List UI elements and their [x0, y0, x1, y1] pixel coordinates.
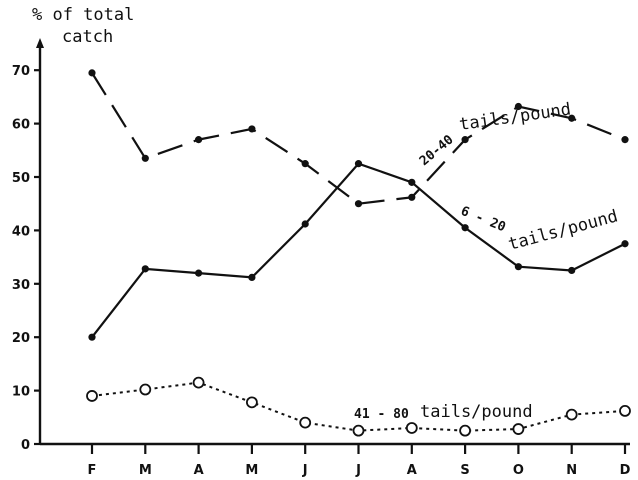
data-point	[568, 114, 576, 122]
data-point	[141, 154, 149, 162]
series-labels: 20-40 tails/pound 6 - 20 tails/pound 41 …	[354, 99, 620, 422]
series-label-41-80: 41 - 80	[354, 407, 409, 422]
y-tick-label: 70	[12, 64, 30, 79]
data-point	[301, 220, 309, 228]
axes: 0 10 20 30 40 50 60 70 F M A M J J A S O N D	[12, 38, 631, 478]
y-tick-label: 20	[12, 331, 30, 346]
data-point	[408, 178, 416, 186]
data-point	[248, 273, 256, 281]
y-axis-arrow	[36, 38, 44, 48]
data-point	[514, 102, 523, 111]
data-point	[299, 416, 312, 429]
series-layer	[86, 69, 631, 437]
data-point	[568, 266, 576, 275]
series-line-1	[91, 162, 626, 338]
data-point	[621, 136, 629, 144]
y-tick-label: 40	[12, 224, 30, 239]
data-point	[86, 390, 98, 402]
x-tick-label: D	[620, 463, 631, 478]
data-point	[619, 404, 631, 417]
series-line-0	[91, 72, 626, 205]
y-tick-label: 30	[12, 278, 30, 293]
data-point	[245, 396, 258, 409]
y-axis-title-line2: catch	[62, 27, 113, 47]
data-point	[141, 265, 149, 273]
data-point	[514, 263, 523, 271]
x-tick-label: A	[407, 463, 417, 478]
series-label-6-20-text: tails/pound	[506, 206, 620, 254]
data-point	[195, 269, 203, 277]
y-tick-label: 50	[12, 171, 30, 186]
data-point	[354, 160, 363, 168]
data-point	[405, 422, 418, 434]
data-point	[301, 160, 309, 168]
data-point	[461, 224, 469, 232]
y-axis-title-line1: % of total	[32, 5, 134, 25]
x-tick-label: S	[460, 463, 469, 478]
series-label-41-80-text: tails/pound	[420, 402, 533, 422]
data-point	[248, 125, 256, 133]
data-point	[88, 333, 96, 341]
x-tick-label: J	[302, 463, 308, 478]
data-point	[352, 424, 365, 437]
y-axis-title: % of total catch	[32, 5, 134, 47]
data-point	[139, 383, 152, 396]
x-tick-label: N	[566, 463, 577, 478]
y-tick-label: 60	[12, 118, 30, 133]
x-tick-label: M	[139, 463, 152, 478]
x-tick-label: M	[245, 463, 258, 478]
x-tick-label: O	[513, 463, 524, 478]
x-tick-label: F	[88, 463, 97, 478]
data-point	[88, 69, 96, 77]
data-point	[565, 408, 578, 421]
x-tick-label: J	[355, 463, 361, 478]
series-label-20-40-text: tails/pound	[458, 99, 572, 134]
data-point	[354, 200, 363, 208]
data-point	[195, 136, 203, 144]
series-label-20-40: 20-40	[417, 132, 457, 169]
data-point	[621, 240, 629, 248]
data-point	[408, 193, 416, 201]
y-tick-label: 10	[12, 385, 30, 400]
data-point	[461, 136, 469, 144]
y-tick-label: 0	[21, 438, 30, 453]
x-tick-label: A	[194, 463, 204, 478]
data-point	[512, 423, 525, 435]
data-point	[459, 424, 472, 437]
data-point	[192, 376, 205, 389]
